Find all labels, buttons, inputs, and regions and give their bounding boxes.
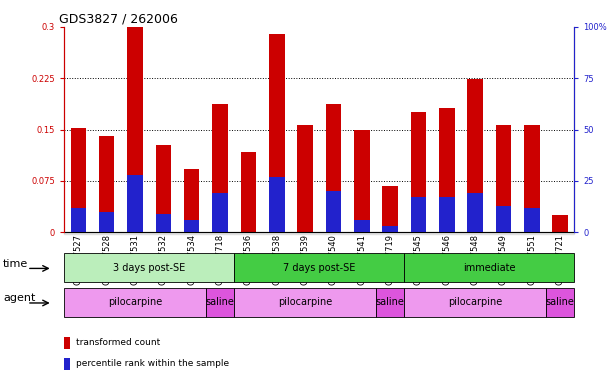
Bar [496,126,511,232]
Bar [127,175,143,232]
Bar [149,232,178,234]
Bar [411,113,426,232]
Text: percentile rank within the sample: percentile rank within the sample [76,359,230,368]
Text: saline: saline [546,297,574,308]
Bar [178,232,206,234]
Bar [524,126,540,232]
Bar [319,232,348,234]
Text: immediate: immediate [463,263,516,273]
Bar [269,34,285,232]
Bar [489,232,518,234]
Bar [518,232,546,234]
Text: GDS3827 / 262006: GDS3827 / 262006 [59,13,178,26]
Text: agent: agent [3,293,35,303]
Bar [326,191,341,232]
Text: 7 days post-SE: 7 days post-SE [283,263,356,273]
Bar [99,212,114,232]
Bar [184,220,200,232]
Bar [354,220,370,232]
Bar [206,232,234,234]
Text: transformed count: transformed count [76,338,161,348]
Bar [234,253,404,282]
Bar [467,193,483,232]
Bar [291,232,319,234]
Bar [348,232,376,234]
Text: time: time [3,258,29,268]
Bar [411,197,426,232]
Bar [206,288,234,317]
Bar [184,169,200,232]
Bar [70,208,86,232]
Bar [64,232,92,234]
Bar [467,79,483,232]
Bar [546,232,574,234]
Bar [127,25,143,232]
Bar [552,215,568,232]
Bar [263,232,291,234]
Bar [433,232,461,234]
Bar [92,232,121,234]
Bar [524,208,540,232]
Text: pilocarpine: pilocarpine [108,297,162,308]
Bar [461,232,489,234]
Bar [404,232,433,234]
Bar [99,136,114,232]
Bar [64,337,70,349]
Bar [234,288,376,317]
Bar [382,186,398,232]
Text: saline: saline [376,297,404,308]
Text: pilocarpine: pilocarpine [278,297,332,308]
Bar [121,232,149,234]
Bar [234,232,263,234]
Text: pilocarpine: pilocarpine [448,297,502,308]
Text: 3 days post-SE: 3 days post-SE [113,263,185,273]
Bar [156,145,171,232]
Bar [376,232,404,234]
Bar [439,108,455,232]
Bar [269,177,285,232]
Bar [354,129,370,232]
Bar [326,104,341,232]
Bar [241,152,256,232]
Bar [404,288,546,317]
Bar [298,125,313,232]
Bar [439,197,455,232]
Bar [382,226,398,232]
Bar [212,104,228,232]
Bar [64,358,70,370]
Bar [156,214,171,232]
Bar [546,288,574,317]
Bar [404,253,574,282]
Bar [496,205,511,232]
Bar [64,253,234,282]
Text: saline: saline [206,297,235,308]
Bar [70,128,86,232]
Bar [64,288,206,317]
Bar [212,193,228,232]
Bar [376,288,404,317]
